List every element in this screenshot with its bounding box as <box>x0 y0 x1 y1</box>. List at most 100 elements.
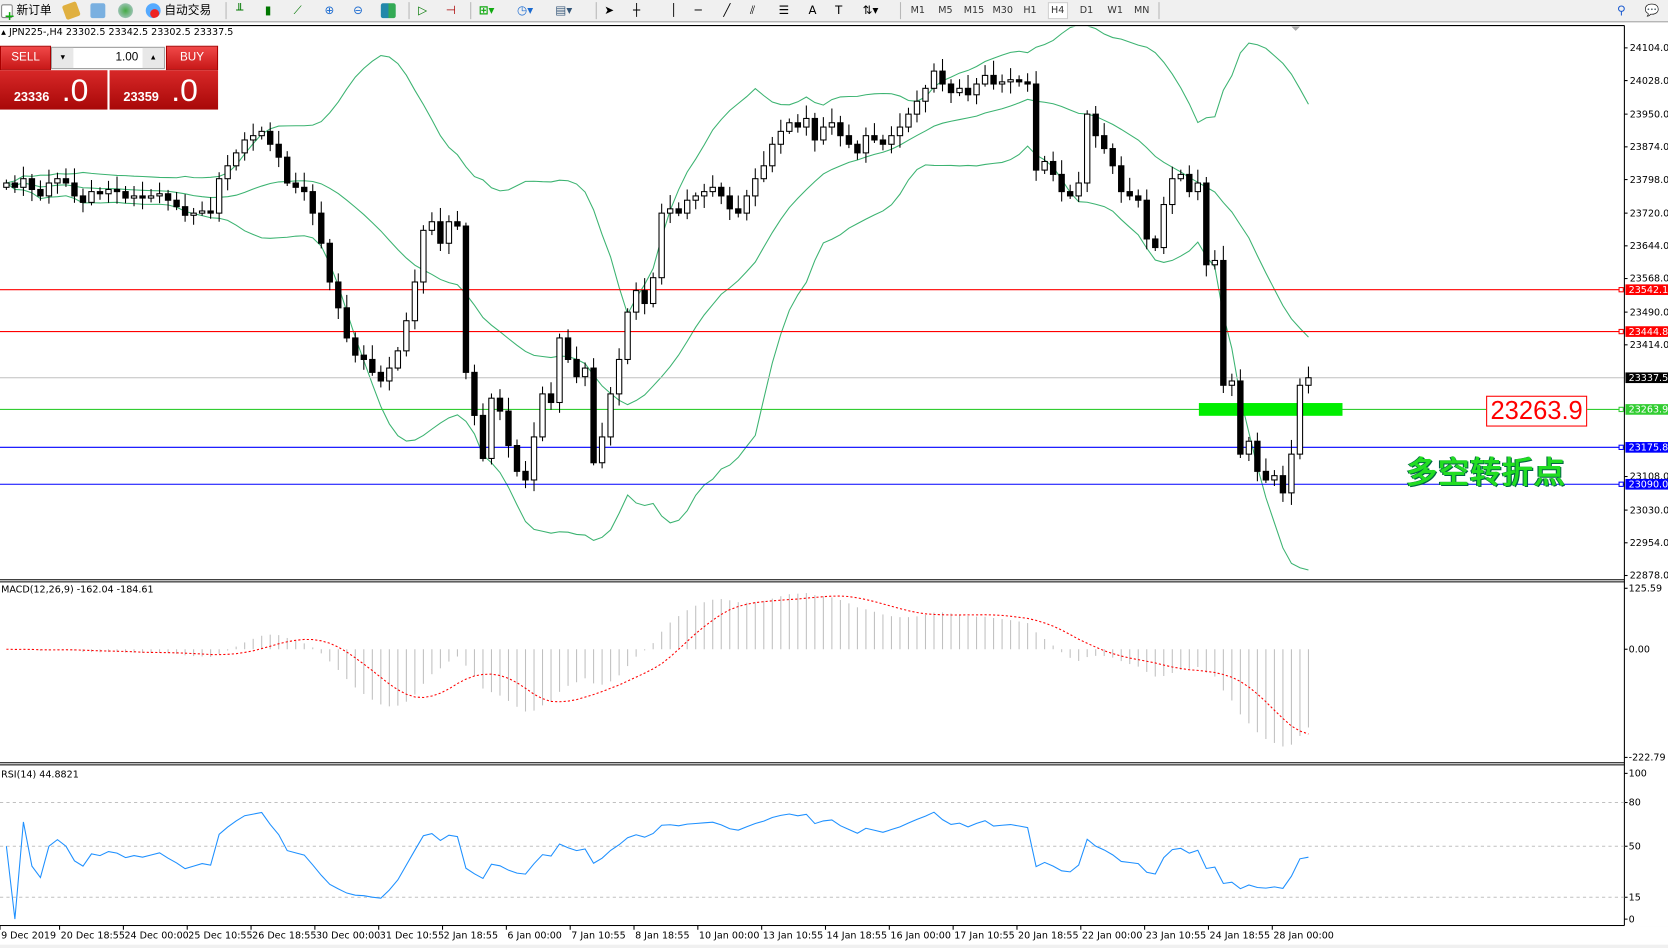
line-chart-button[interactable]: ⟋ <box>294 2 302 19</box>
chart-info-line: ▴ JPN225-,H4 23302.5 23342.5 23302.5 233… <box>1 28 233 39</box>
candle-body <box>998 81 1006 85</box>
volume-increase-button[interactable]: ▲ <box>142 47 164 69</box>
separator <box>408 2 410 20</box>
candle-body <box>420 229 427 283</box>
fibonacci-button[interactable]: ☰ <box>779 2 790 19</box>
sell-price-box[interactable]: 23336 .0 <box>0 70 108 110</box>
candle-body <box>309 191 316 214</box>
candle-body <box>1126 191 1133 197</box>
time-tick-label: 28 Jan 00:00 <box>1273 930 1334 941</box>
candle-body <box>445 221 453 244</box>
buy-button[interactable]: BUY <box>165 45 219 71</box>
timeframe-w1[interactable]: W1 <box>1107 5 1123 16</box>
chat-button[interactable]: 💬 <box>1645 2 1660 19</box>
level-price-label: 23337.5 <box>1629 373 1668 384</box>
level-handle[interactable] <box>1618 444 1624 450</box>
timeframe-h1[interactable]: H1 <box>1023 5 1037 16</box>
volume-input[interactable]: 1.00 <box>115 51 139 64</box>
candle-body <box>930 70 938 89</box>
zoom-out-button[interactable]: ⊖ <box>353 2 363 19</box>
text-button[interactable]: A <box>808 2 816 19</box>
collapse-triangle-icon[interactable]: ▴ <box>1 27 6 39</box>
zoom-in-button[interactable]: ⊕ <box>324 2 334 19</box>
price-annotation-box[interactable]: 23263.9 <box>1486 395 1588 427</box>
chart-shift-button[interactable]: ⊣ <box>446 2 456 19</box>
candle-body <box>1083 113 1091 184</box>
equidistant-channel-button[interactable]: ⫽ <box>750 2 755 19</box>
auto-trading-label: 自动交易 <box>164 3 212 18</box>
candlestick-button[interactable]: ▮ <box>265 2 271 19</box>
candle-body <box>343 307 350 339</box>
level-handle[interactable] <box>1618 406 1624 413</box>
candle-body <box>1177 173 1184 180</box>
candle-body <box>820 126 827 141</box>
candle-body <box>590 367 597 464</box>
trendline-button[interactable]: ╱ <box>723 2 730 19</box>
arrows-button[interactable]: ⇅▾ <box>863 2 879 19</box>
candle-body <box>888 135 895 145</box>
time-tick-label: 7 Jan 10:55 <box>571 930 625 941</box>
price-tick-label: 23490.0 <box>1630 307 1668 318</box>
level-handle[interactable] <box>1618 287 1624 293</box>
auto-trading-button[interactable]: 自动交易 <box>145 2 212 19</box>
horizontal-line-button[interactable]: ─ <box>695 2 702 19</box>
level-price-tag <box>1625 478 1668 490</box>
vertical-line-button[interactable]: │ <box>670 2 677 19</box>
autoscroll-button[interactable]: ▷ <box>418 2 427 19</box>
candle-body <box>386 367 393 382</box>
time-tick-label: 26 Dec 18:55 <box>252 930 316 941</box>
buy-price-box[interactable]: 23359 .0 <box>109 70 219 110</box>
price-tick-label: 23644.0 <box>1630 241 1668 252</box>
chart-shift-marker-icon[interactable] <box>1291 26 1300 31</box>
new-order-button[interactable]: + 新订单 <box>1 2 52 22</box>
history-center-button[interactable] <box>61 1 81 21</box>
sell-button[interactable]: SELL <box>0 45 52 71</box>
candle-body <box>318 212 325 244</box>
terminal-button[interactable] <box>90 2 106 19</box>
templates-button[interactable]: ▤▾ <box>555 2 572 19</box>
candle-body <box>871 135 878 141</box>
candle-body <box>956 87 963 94</box>
level-price-label: 23175.8 <box>1629 443 1668 454</box>
timeframe-d1[interactable]: D1 <box>1079 5 1094 16</box>
timeframe-h4[interactable]: H4 <box>1047 2 1068 20</box>
candle-body <box>769 143 776 167</box>
time-tick-label: 8 Jan 18:55 <box>635 930 689 941</box>
candle-body <box>54 178 61 184</box>
cursor-button[interactable]: ➤ <box>604 2 614 19</box>
timeframe-mn[interactable]: MN <box>1133 5 1150 16</box>
volume-stepper[interactable]: ▼ 1.00 ▲ <box>51 46 165 70</box>
timeframe-m30[interactable]: M30 <box>992 5 1013 16</box>
bar-chart-button[interactable]: ╨ <box>236 2 243 19</box>
candle-body <box>1032 83 1040 171</box>
level-handle[interactable] <box>1618 328 1624 335</box>
timeframe-m5[interactable]: M5 <box>938 5 953 16</box>
candle-body <box>267 130 274 145</box>
signals-button[interactable] <box>118 2 133 19</box>
search-button[interactable]: ⚲ <box>1617 2 1626 19</box>
bar-chart-icon: ╨ <box>236 3 244 18</box>
volume-decrease-button[interactable]: ▼ <box>52 47 74 69</box>
chart-area[interactable]: 24104.0 24028.0 23950.0 23874.0 23798.0 23720… <box>0 22 1668 947</box>
price-tick-label: 24104.0 <box>1630 43 1668 54</box>
candle-body <box>564 337 572 360</box>
candle-body <box>752 178 759 197</box>
level-handle[interactable] <box>1618 481 1624 487</box>
timeframe-m1[interactable]: M1 <box>910 5 925 16</box>
turning-point-annotation[interactable]: 多空转折点 <box>1406 454 1566 491</box>
tile-windows-button[interactable] <box>380 2 396 19</box>
text-label-button[interactable]: T <box>835 2 842 19</box>
indicators-button[interactable]: ⊞▾ <box>479 2 495 19</box>
crosshair-button[interactable]: ┼ <box>633 2 640 19</box>
timeframe-m15[interactable]: M15 <box>963 5 985 16</box>
time-tick-label: 31 Dec 10:55 <box>380 930 444 941</box>
candle-body <box>122 191 129 199</box>
macd-pane <box>6 593 1309 747</box>
price-axis-background <box>1624 22 1668 927</box>
candle-body <box>284 156 291 184</box>
time-axis-background <box>0 926 1668 945</box>
price-tick-label: 23030.0 <box>1630 505 1668 516</box>
green-rectangle-object[interactable] <box>1198 403 1343 416</box>
separator <box>1158 2 1160 20</box>
periods-button[interactable]: ◷▾ <box>517 2 533 19</box>
